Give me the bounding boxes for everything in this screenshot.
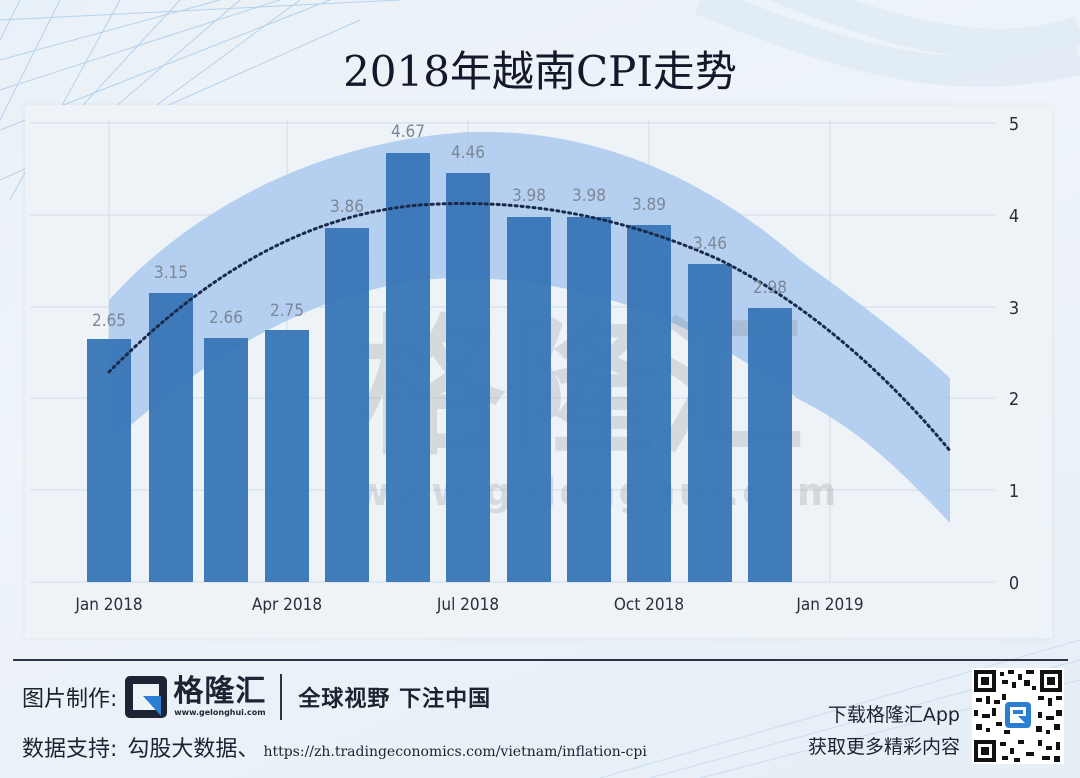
bar-may-2018: [325, 228, 369, 582]
svg-text:2.66: 2.66: [209, 308, 243, 328]
x-axis-labels: Jan 2018 Apr 2018 Jul 2018 Oct 2018 Jan …: [74, 595, 863, 615]
svg-text:3.98: 3.98: [572, 186, 606, 206]
svg-text:2.75: 2.75: [270, 301, 304, 321]
source-label: 数据支持:: [22, 737, 118, 762]
source-row: 数据支持: 勾股大数据、 https://zh.tradingeconomics…: [22, 731, 647, 765]
svg-text:3.98: 3.98: [512, 186, 546, 206]
svg-text:3.46: 3.46: [693, 234, 727, 254]
svg-text:4: 4: [1009, 206, 1019, 227]
brand-url: www.gelonghui.com: [174, 708, 266, 717]
bars: [87, 153, 792, 582]
credit-row: 图片制作: 格隆汇 www.gelonghui.com 全球视野 下注中国: [22, 672, 491, 722]
gelonghui-logo-icon: [125, 676, 168, 718]
bar-jun-2018: [386, 153, 430, 582]
app-more-content-text: 获取更多精彩内容: [807, 736, 960, 758]
svg-text:Jan 2019: Jan 2019: [795, 595, 863, 615]
svg-text:5: 5: [1009, 114, 1019, 135]
brand-name: 格隆汇: [173, 674, 267, 709]
source-name: 勾股大数据、: [127, 737, 260, 762]
confidence-band: [109, 131, 950, 523]
bar-jul-2018: [446, 173, 490, 582]
svg-text:3.86: 3.86: [330, 197, 364, 217]
svg-text:2.65: 2.65: [92, 311, 126, 331]
bar-dec-2018: [748, 308, 792, 582]
cpi-bar-chart: 格隆汇 www.gelonghui.com 2.65 3.15 2.66 2.7…: [30, 114, 1019, 615]
svg-text:Oct 2018: Oct 2018: [614, 595, 684, 615]
bar-aug-2018: [507, 217, 551, 582]
svg-text:Jul 2018: Jul 2018: [436, 595, 499, 615]
bar-apr-2018: [265, 330, 309, 582]
credit-label: 图片制作:: [22, 687, 118, 712]
qr-code-icon[interactable]: [972, 668, 1064, 764]
bar-nov-2018: [688, 264, 732, 582]
source-url[interactable]: https://zh.tradingeconomics.com/vietnam/…: [263, 744, 647, 760]
bar-oct-2018: [627, 225, 671, 582]
app-download-text: 下载格隆汇App: [827, 704, 960, 726]
svg-text:3.15: 3.15: [154, 263, 188, 283]
bar-jan-2018: [87, 339, 131, 582]
svg-text:3.89: 3.89: [632, 195, 666, 215]
svg-text:3: 3: [1009, 298, 1019, 319]
svg-text:0: 0: [1009, 573, 1019, 594]
page-title: 2018年越南CPI走势: [343, 47, 737, 96]
svg-text:Jan 2018: Jan 2018: [74, 595, 142, 615]
slogan: 全球视野 下注中国: [298, 687, 492, 712]
svg-text:4.67: 4.67: [391, 122, 425, 142]
y-axis-labels: 5 4 3 2 1 0: [1009, 114, 1019, 594]
bar-feb-2018: [149, 293, 193, 582]
trend-line: [107, 202, 953, 454]
svg-text:1: 1: [1009, 481, 1019, 502]
svg-text:4.46: 4.46: [451, 143, 485, 163]
bar-mar-2018: [204, 338, 248, 582]
svg-text:2.98: 2.98: [753, 278, 787, 298]
brand-logo: 格隆汇 www.gelonghui.com: [173, 676, 266, 718]
app-promo: 下载格隆汇App 获取更多精彩内容: [808, 700, 960, 764]
svg-text:2: 2: [1009, 389, 1019, 410]
vertical-divider: [280, 674, 283, 720]
svg-text:Apr 2018: Apr 2018: [252, 595, 322, 615]
footer-divider: [13, 659, 1068, 661]
bar-sep-2018: [567, 217, 611, 582]
data-labels: 2.65 3.15 2.66 2.75 3.86 4.67 4.46 3.98 …: [92, 122, 787, 331]
